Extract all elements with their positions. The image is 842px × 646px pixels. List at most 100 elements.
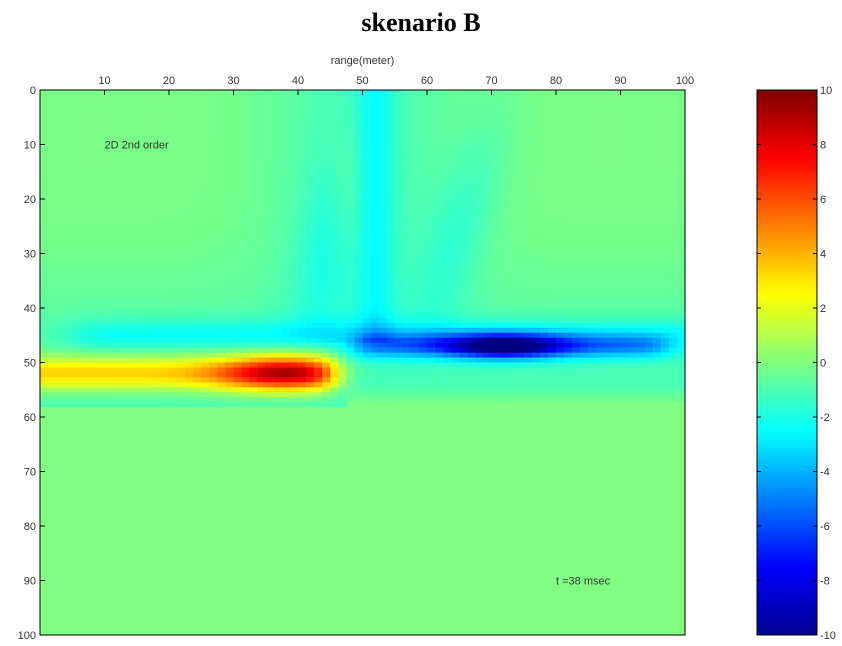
- heatmap-cell: [241, 312, 251, 319]
- heatmap-cell: [201, 362, 210, 369]
- heatmap-cell: [80, 104, 89, 111]
- heatmap-cell: [80, 184, 89, 190]
- heatmap-cell: [539, 382, 549, 388]
- heatmap-cell: [322, 268, 331, 274]
- heatmap-cell: [572, 169, 581, 175]
- heatmap-cell: [370, 268, 380, 274]
- heatmap-cell: [96, 189, 106, 195]
- heatmap-cell: [88, 397, 98, 403]
- heatmap-cell: [64, 179, 73, 185]
- heatmap-cell: [225, 154, 235, 160]
- heatmap-cell: [443, 298, 452, 304]
- heatmap-cell: [362, 322, 372, 329]
- heatmap-cell: [475, 248, 485, 255]
- heatmap-cell: [289, 367, 299, 373]
- heatmap-cell: [539, 312, 549, 319]
- heatmap-cell: [386, 223, 396, 230]
- heatmap-cell: [88, 268, 98, 274]
- heatmap-cell: [144, 312, 154, 319]
- heatmap-cell: [660, 139, 670, 146]
- heatmap-cell: [491, 303, 501, 309]
- heatmap-cell: [217, 203, 227, 210]
- heatmap-cell: [112, 372, 122, 378]
- heatmap-cell: [233, 293, 243, 299]
- heatmap-cell: [459, 387, 468, 393]
- heatmap-cell: [48, 233, 57, 240]
- heatmap-cell: [362, 164, 372, 170]
- heatmap-cell: [169, 189, 178, 195]
- heatmap-cell: [72, 337, 81, 344]
- heatmap-cell: [88, 129, 98, 136]
- heatmap-cell: [499, 149, 509, 155]
- heatmap-cell: [128, 233, 138, 240]
- heatmap-cell: [612, 218, 622, 225]
- heatmap-cell: [241, 90, 251, 96]
- heatmap-cell: [427, 149, 436, 155]
- heatmap-cell: [451, 243, 460, 250]
- heatmap-cell: [249, 104, 259, 111]
- heatmap-cell: [338, 357, 347, 364]
- heatmap-cell: [354, 367, 364, 373]
- heatmap-cell: [652, 159, 662, 165]
- heatmap-cell: [193, 144, 202, 151]
- heatmap-cell: [289, 283, 299, 289]
- heatmap-cell: [564, 184, 573, 190]
- heatmap-cell: [644, 90, 654, 96]
- heatmap-cell: [564, 233, 573, 240]
- heatmap-cell: [185, 218, 194, 225]
- heatmap-cell: [491, 144, 501, 151]
- heatmap-cell: [507, 99, 517, 106]
- heatmap-cell: [628, 347, 638, 354]
- heatmap-cell: [177, 253, 186, 260]
- heatmap-cell: [281, 312, 291, 319]
- heatmap-cell: [209, 367, 218, 373]
- heatmap-cell: [604, 228, 614, 235]
- heatmap-cell: [386, 184, 396, 190]
- heatmap-cell: [547, 357, 557, 364]
- heatmap-cell: [217, 253, 227, 260]
- heatmap-cell: [459, 134, 468, 141]
- heatmap-cell: [233, 357, 243, 364]
- heatmap-cell: [539, 392, 549, 398]
- heatmap-cell: [660, 382, 670, 388]
- heatmap-cell: [588, 392, 597, 398]
- heatmap-cell: [48, 293, 57, 299]
- heatmap-cell: [418, 134, 428, 141]
- heatmap-cell: [177, 243, 186, 250]
- heatmap-cell: [564, 119, 573, 126]
- heatmap-cell: [475, 233, 485, 240]
- heatmap-cell: [249, 278, 259, 284]
- heatmap-cell: [72, 243, 81, 250]
- heatmap-cell: [660, 203, 670, 210]
- heatmap-cell: [48, 253, 57, 260]
- heatmap-cell: [620, 169, 630, 175]
- heatmap-cell: [56, 154, 65, 160]
- heatmap-cell: [427, 194, 436, 200]
- heatmap-cell: [88, 352, 98, 359]
- heatmap-cell: [378, 293, 388, 299]
- heatmap-cell: [273, 362, 283, 369]
- heatmap-cell: [354, 377, 364, 383]
- heatmap-cell: [588, 114, 597, 121]
- heatmap-cell: [475, 293, 485, 299]
- heatmap-cell: [394, 104, 404, 111]
- heatmap-cell: [362, 362, 372, 369]
- heatmap-cell: [402, 208, 412, 215]
- heatmap-cell: [523, 233, 533, 240]
- heatmap-cell: [193, 243, 202, 250]
- heatmap-cell: [330, 312, 339, 319]
- heatmap-cell: [322, 288, 331, 294]
- heatmap-cell: [144, 104, 154, 111]
- heatmap-cell: [289, 194, 299, 200]
- heatmap-cell: [249, 337, 259, 344]
- heatmap-cell: [249, 208, 259, 215]
- heatmap-cell: [241, 347, 251, 354]
- heatmap-cell: [402, 149, 412, 155]
- heatmap-cell: [104, 382, 114, 388]
- heatmap-cell: [636, 129, 646, 136]
- heatmap-cell: [201, 144, 210, 151]
- heatmap-cell: [314, 139, 323, 146]
- heatmap-cell: [249, 203, 259, 210]
- heatmap-cell: [378, 129, 388, 136]
- heatmap-cell: [144, 283, 154, 289]
